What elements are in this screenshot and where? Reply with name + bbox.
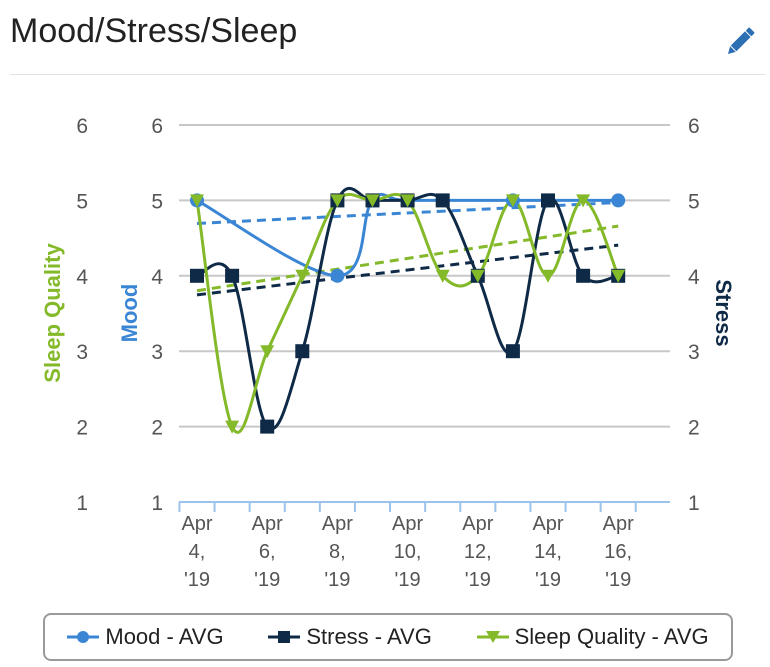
data-point-sleep [365,194,380,208]
trendline-sleep [196,224,619,293]
data-point-mood [611,193,626,208]
y-tick-label-stress: 5 [688,190,700,213]
data-point-sleep [190,194,204,208]
data-point-stress [541,193,555,208]
legend-item-sleep[interactable]: Sleep Quality - AVG [476,624,709,650]
header-divider [10,74,765,75]
x-tick-label: Apr [603,513,634,535]
legend-sleep-label: Sleep Quality - AVG [514,624,709,649]
y-tick-label-stress: 2 [688,417,700,440]
x-tick-label: Apr [252,513,283,535]
data-point-stress [190,268,204,283]
y-tick-label-sleep: 4 [76,266,88,289]
data-point-sleep [505,194,520,208]
x-tick-label: 14, [534,541,562,563]
y-tick-label-mood: 2 [151,417,163,440]
legend-stress-label: Stress - AVG [306,624,432,649]
chart: 1 1 1 2 2 2 3 3 3 4 4 4 5 5 5 6 6 6 Sleep Quality Mood Stres… [40,115,736,591]
page-title: Mood/Stress/Sleep [10,12,298,50]
data-point-stress [435,193,450,208]
y-tick-label-mood: 1 [151,492,163,515]
x-tick-label: 10, [394,541,422,563]
data-point-mood [330,268,345,283]
x-tick-label: '19 [395,569,421,591]
legend-item-mood[interactable]: Mood - AVG [67,624,224,650]
data-point-sleep [400,194,415,208]
x-tick-label: 16, [604,541,632,563]
y-tick-label-stress: 1 [688,492,700,515]
data-point-sleep [225,420,240,434]
data-point-sleep [435,269,450,283]
y-axis-title-mood: Mood [117,284,142,343]
legend-mood-label: Mood - AVG [105,624,224,649]
data-point-stress [576,268,591,283]
data-point-stress [295,344,310,359]
y-tick-label-sleep: 1 [76,492,88,515]
y-tick-label-mood: 5 [151,190,163,213]
pencil-icon[interactable] [722,24,758,60]
legend-sleep-symbol [476,631,509,643]
x-tick-label: '19 [535,569,561,591]
y-tick-label-mood: 3 [151,341,163,364]
data-point-stress [505,344,520,359]
x-tick-label: Apr [392,513,423,535]
series-line-stress [196,186,619,431]
data-point-sleep [470,269,485,283]
legend-mood-symbol [67,631,100,643]
data-point-stress [225,268,240,283]
y-tick-label-stress: 3 [688,341,700,364]
x-tick-label: Apr [532,513,563,535]
y-tick-label-mood: 6 [151,115,163,138]
data-point-sleep [611,269,626,283]
x-tick-label: 4, [189,541,206,563]
x-tick-label: 8, [329,541,346,563]
y-tick-label-stress: 6 [688,115,700,138]
x-tick-label: '19 [465,569,491,591]
legend-item-stress[interactable]: Stress - AVG [268,624,432,650]
series-line-sleep [195,192,620,434]
x-tick-label: 6, [259,541,276,563]
series-line-mood [196,192,619,278]
data-point-sleep [576,194,591,208]
x-tick-label: '19 [324,569,350,591]
data-point-stress [260,419,275,434]
y-tick-label-stress: 4 [688,266,700,289]
trendline-stress [196,243,619,297]
y-tick-label-mood: 4 [151,266,163,289]
y-tick-label-sleep: 6 [76,115,88,138]
x-tick-label: Apr [462,513,493,535]
y-axis-title-sleep: Sleep Quality [40,243,65,383]
x-tick-label: Apr [322,513,353,535]
data-point-sleep [260,345,275,359]
data-point-sleep [541,269,555,283]
y-axis-title-stress: Stress [711,279,736,346]
x-tick-label: 12, [464,541,492,563]
y-tick-label-sleep: 5 [76,190,88,213]
data-point-sleep [330,194,345,208]
x-tick-label: '19 [605,569,631,591]
x-tick-label: Apr [181,513,212,535]
x-tick-label: '19 [184,569,210,591]
y-tick-label-sleep: 2 [76,417,88,440]
y-tick-label-sleep: 3 [76,341,88,364]
legend-stress-symbol [268,631,301,643]
data-point-sleep [295,269,310,283]
x-tick-label: '19 [254,569,280,591]
legend: Mood - AVG Stress - AVG Sleep Quality - … [43,613,733,661]
